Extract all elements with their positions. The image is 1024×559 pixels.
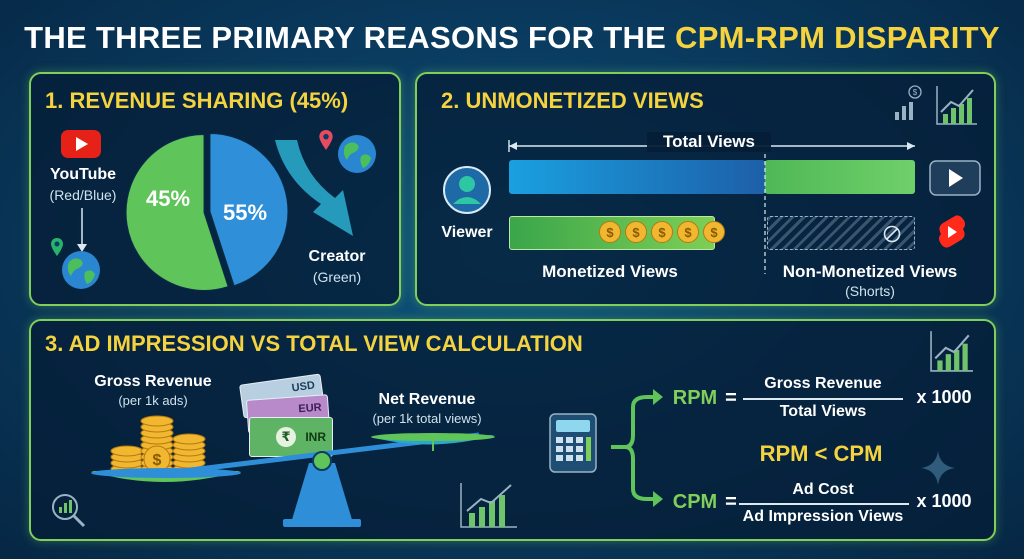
money-chart-icon: $	[895, 85, 922, 120]
cpm-denominator: Ad Impression Views	[742, 508, 904, 525]
total-views-bar-remaining-part	[765, 160, 915, 194]
monetized-views-label: Monetized Views	[542, 262, 678, 281]
page-title: THE THREE PRIMARY REASONS FOR THE CPM-RP…	[0, 20, 1024, 56]
coin-icon: $	[651, 221, 673, 243]
cpm-equals: =	[725, 491, 737, 513]
growth-chart-icon	[930, 331, 973, 372]
curved-arrow-icon	[275, 140, 353, 236]
ad-impression-panel: 3. AD IMPRESSION VS TOTAL VIEW CALCULATI…	[29, 319, 996, 541]
inr-bill: ₹ INR	[249, 417, 333, 457]
rpm-equals: =	[725, 387, 737, 409]
viewer-label: Viewer	[441, 224, 493, 241]
location-pin-icon	[51, 238, 63, 256]
youtube-sub-label: (Red/Blue)	[49, 187, 117, 203]
shorts-logo-icon	[939, 215, 965, 248]
coin-icon: $	[677, 221, 699, 243]
inr-label: INR	[305, 430, 326, 444]
non-monetized-views-label: Non-Monetized Views	[782, 262, 958, 281]
non-monetized-sub-label: (Shorts)	[845, 283, 895, 299]
usd-label: USD	[290, 379, 316, 395]
globe-icon	[62, 251, 100, 289]
cpm-numerator: Ad Cost	[792, 481, 854, 498]
gross-revenue-label: Gross Revenue	[94, 373, 212, 390]
unmonetized-views-panel: 2. UNMONETIZED VIEWS $ Total Views Viewe…	[415, 72, 996, 306]
sparkle-icon	[921, 451, 955, 485]
coin-icon: $	[625, 221, 647, 243]
panel-2-heading: 2. UNMONETIZED VIEWS	[441, 88, 704, 113]
revenue-pie-chart	[125, 133, 289, 291]
branch-arrows-icon	[611, 389, 663, 507]
cpm-label: CPM	[672, 491, 718, 513]
youtube-logo-icon	[61, 130, 101, 158]
rpm-denominator: Total Views	[779, 403, 867, 420]
net-revenue-sub-label: (per 1k total views)	[372, 411, 482, 426]
creator-sub-label: (Green)	[312, 269, 362, 285]
total-views-label: Total Views	[647, 132, 771, 152]
youtube-share-label: 45%	[145, 186, 191, 211]
non-monetized-views-bar	[767, 216, 915, 250]
rupee-symbol: ₹	[276, 427, 296, 447]
revenue-sharing-panel: 1. REVENUE SHARING (45%) YouTube (Red/Bl…	[29, 72, 401, 306]
rpm-numerator: Gross Revenue	[764, 375, 882, 392]
eur-label: EUR	[298, 401, 323, 416]
growth-chart-icon	[460, 483, 517, 528]
creator-label: Creator	[308, 248, 366, 265]
balance-scale-icon	[91, 432, 495, 527]
title-highlight: CPM-RPM DISPARITY	[675, 20, 1000, 55]
creator-share-label: 55%	[222, 200, 268, 225]
panel-3-heading: 3. AD IMPRESSION VS TOTAL VIEW CALCULATI…	[45, 331, 583, 356]
search-analytics-icon	[52, 494, 86, 528]
cpm-fraction-line	[739, 503, 909, 505]
down-arrow-icon	[77, 208, 87, 252]
gross-revenue-sub-label: (per 1k ads)	[118, 393, 188, 408]
calculator-icon	[549, 413, 597, 473]
growth-chart-icon	[936, 86, 977, 125]
svg-text:$: $	[913, 88, 918, 97]
coin-icon: $	[703, 221, 725, 243]
panel-1-heading: 1. REVENUE SHARING (45%)	[45, 88, 349, 113]
youtube-label: YouTube	[49, 166, 117, 183]
globe-icon	[338, 135, 376, 173]
title-main: THE THREE PRIMARY REASONS FOR THE	[24, 20, 676, 55]
pie-slice-youtube	[209, 133, 289, 287]
dashed-divider	[764, 154, 766, 274]
rpm-multiplier: x 1000	[916, 387, 972, 407]
total-views-bar-monetized-part	[509, 160, 765, 194]
coin-icon: $	[599, 221, 621, 243]
rpm-cpm-comparison: RPM < CPM	[759, 441, 883, 466]
net-revenue-label: Net Revenue	[378, 391, 476, 408]
coin-stack-icon: $	[110, 415, 206, 475]
pie-slice-creator	[125, 133, 229, 291]
coin-symbol: $	[153, 452, 162, 469]
blocked-icon	[883, 225, 901, 243]
location-pin-icon	[319, 130, 333, 150]
cpm-multiplier: x 1000	[916, 491, 972, 511]
video-play-icon	[929, 160, 981, 196]
viewer-avatar-icon	[443, 166, 491, 214]
rpm-label: RPM	[672, 387, 718, 409]
rpm-fraction-line	[743, 398, 903, 400]
